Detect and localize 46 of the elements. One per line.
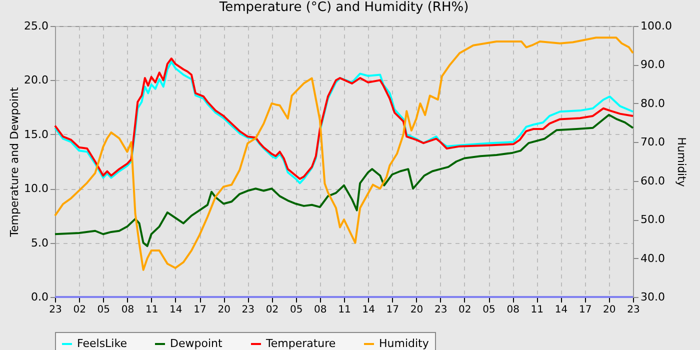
x-tick-label: 23	[627, 304, 640, 316]
x-tick-label: 23	[49, 304, 62, 316]
y-tick-label: 10.0	[24, 182, 48, 196]
x-tick-label: 14	[554, 304, 568, 316]
x-tick-label: 08	[121, 304, 134, 316]
y-tick-label: 20.0	[24, 74, 48, 87]
y-tick-label: 15.0	[24, 128, 48, 141]
y2-tick-label: 100.0	[640, 20, 672, 32]
chart-title: Temperature (°C) and Humidity (RH%)	[218, 0, 469, 15]
y2-tick-label: 70.0	[640, 136, 665, 149]
x-tick-label: 11	[338, 304, 351, 316]
x-tick-label: 02	[73, 304, 86, 316]
x-tick-label: 14	[362, 304, 375, 316]
legend-label: Humidity	[379, 337, 430, 350]
x-tick-label: 05	[290, 304, 303, 316]
x-tick-label: 17	[194, 304, 206, 316]
x-tick-label: 20	[603, 304, 616, 316]
y-axis-title: Temperature and Dewpoint	[8, 86, 22, 238]
y-tick-label: 5.0	[31, 236, 48, 250]
y2-tick-label: 30.0	[640, 290, 665, 304]
x-tick-label: 23	[434, 304, 448, 316]
legend-label: FeelsLike	[77, 337, 128, 350]
legend-label: Temperature	[265, 337, 336, 350]
y2-tick-label: 60.0	[640, 174, 665, 188]
x-tick-label: 11	[145, 304, 158, 316]
y2-tick-label: 90.0	[640, 58, 665, 72]
x-tick-label: 02	[458, 304, 472, 316]
x-tick-label: 08	[506, 304, 520, 316]
x-tick-label: 05	[97, 304, 110, 316]
y2-tick-label: 40.0	[640, 252, 665, 265]
x-tick-label: 05	[482, 304, 496, 316]
x-tick-label: 17	[578, 304, 592, 316]
y2-axis-title: Humidity	[674, 137, 688, 188]
x-tick-label: 23	[242, 304, 255, 316]
x-tick-label: 02	[266, 304, 279, 316]
x-tick-label: 08	[314, 304, 327, 316]
x-tick-label: 17	[386, 304, 400, 316]
y2-tick-label: 80.0	[640, 96, 665, 110]
legend-label: Dewpoint	[170, 337, 223, 350]
y2-tick-label: 50.0	[640, 213, 665, 226]
x-tick-label: 14	[170, 304, 182, 316]
x-tick-label: 11	[530, 304, 544, 316]
x-tick-label: 20	[410, 304, 424, 316]
y-tick-label: 0.0	[31, 290, 48, 304]
x-tick-label: 20	[218, 304, 230, 316]
y-tick-label: 25.0	[24, 20, 48, 32]
